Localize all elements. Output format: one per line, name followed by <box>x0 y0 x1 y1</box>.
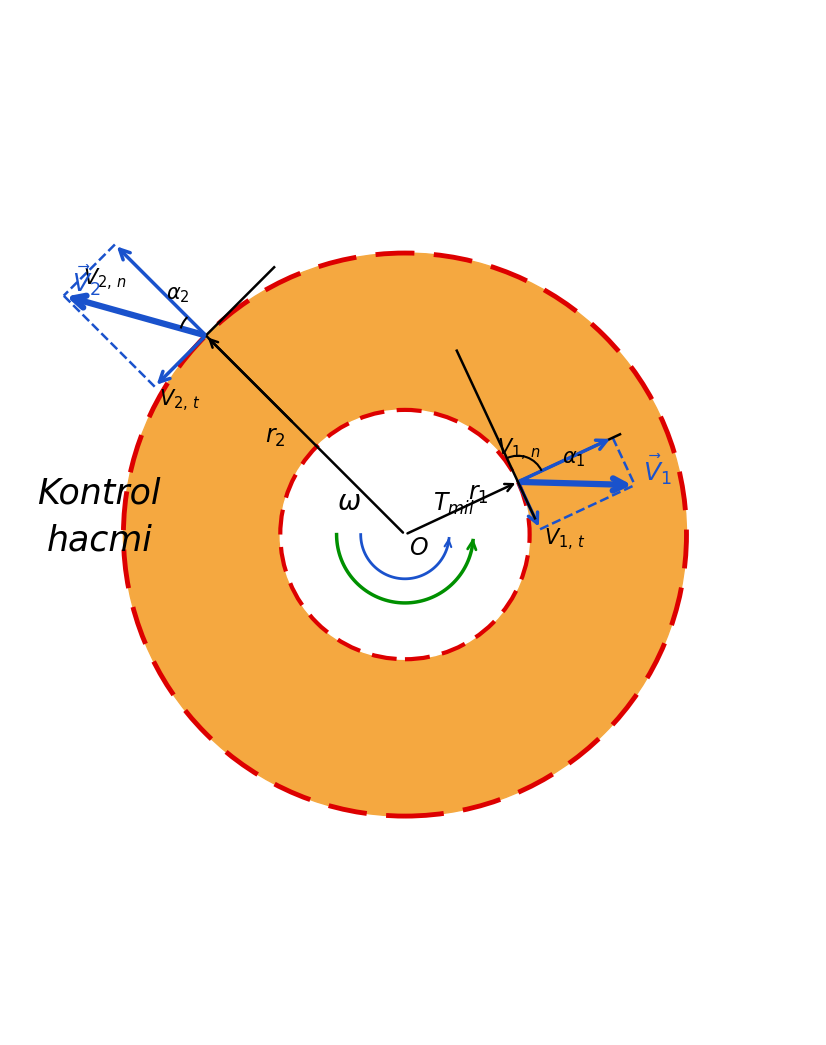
Circle shape <box>280 410 529 659</box>
Text: $\alpha_1$: $\alpha_1$ <box>562 448 586 469</box>
Text: $V_{2,\, n}$: $V_{2,\, n}$ <box>83 266 127 293</box>
Circle shape <box>123 253 686 816</box>
Text: $\vec{V}_2$: $\vec{V}_2$ <box>72 263 101 298</box>
Text: $V_{2,\, t}$: $V_{2,\, t}$ <box>159 388 201 415</box>
Text: $\omega$: $\omega$ <box>336 488 361 516</box>
Text: $\alpha_2$: $\alpha_2$ <box>166 285 189 305</box>
Text: $V_{1,\, n}$: $V_{1,\, n}$ <box>497 437 541 463</box>
Text: $T_{mil}$: $T_{mil}$ <box>433 490 475 516</box>
Text: $V_{1,\, t}$: $V_{1,\, t}$ <box>544 527 586 553</box>
Text: Kontrol
hacmi: Kontrol hacmi <box>37 477 161 558</box>
Text: $r_2$: $r_2$ <box>265 425 286 449</box>
Text: $\vec{V}_1$: $\vec{V}_1$ <box>643 452 672 487</box>
Text: $r_1$: $r_1$ <box>468 483 488 507</box>
Text: $O$: $O$ <box>409 536 429 560</box>
